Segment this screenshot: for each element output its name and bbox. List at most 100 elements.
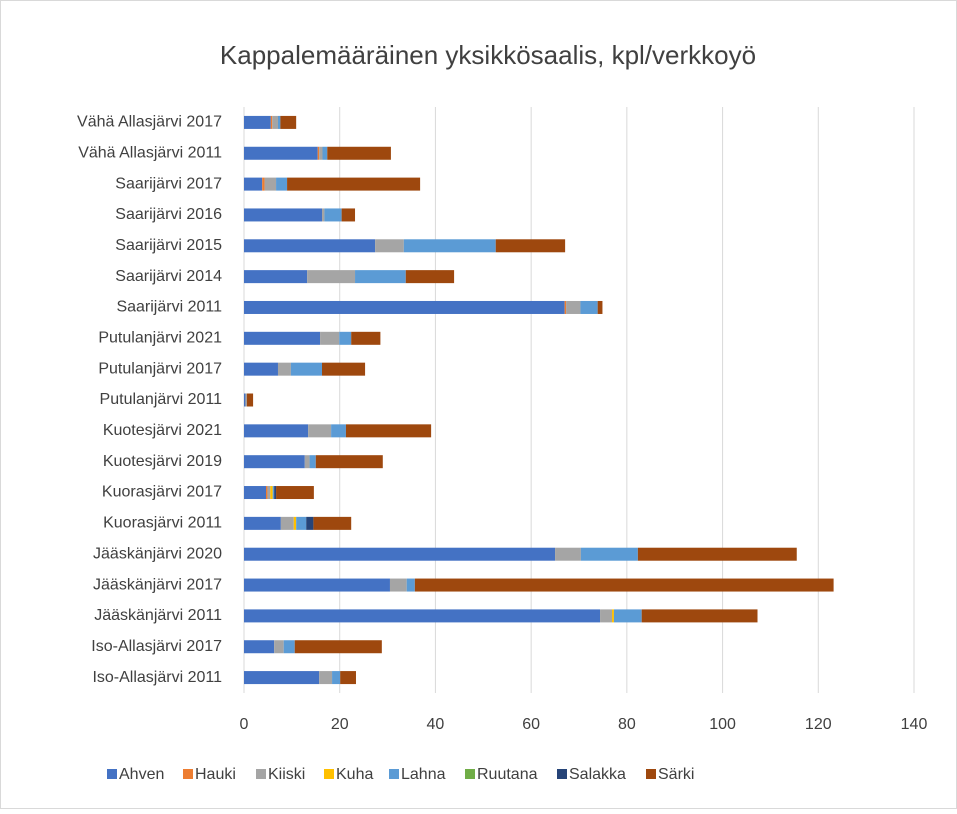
bar-segment: [405, 270, 455, 284]
bar-segment: [555, 547, 581, 561]
x-tick-label: 140: [901, 716, 928, 733]
bar-segment: [389, 578, 407, 592]
y-tick-label: Vähä Allasjärvi 2017: [77, 114, 222, 131]
bar-segment: [296, 516, 307, 530]
legend-swatch: [646, 769, 656, 779]
bar-segment: [641, 609, 758, 623]
bar-segment: [293, 516, 297, 530]
bar-segment: [262, 177, 265, 191]
bar-segment: [375, 239, 404, 253]
bar-segment: [245, 393, 247, 407]
bar-segment: [600, 609, 613, 623]
bar-segment: [566, 300, 581, 314]
bar-segment: [308, 424, 332, 438]
bar-segment: [244, 177, 263, 191]
y-tick-label: Saarijärvi 2014: [115, 268, 222, 285]
bar-segment: [304, 455, 310, 469]
bar-segment: [580, 300, 598, 314]
legend-label: Salakka: [569, 766, 626, 783]
bar-segment: [272, 486, 275, 500]
bar-segment: [244, 455, 305, 469]
x-tick-label: 120: [805, 716, 832, 733]
bar-segment: [580, 547, 638, 561]
bar-segment: [244, 393, 246, 407]
bar-segment: [274, 486, 277, 500]
bar-segment: [244, 300, 565, 314]
y-tick-label: Saarijärvi 2015: [115, 237, 222, 254]
bar-segment: [244, 578, 390, 592]
bar-segment: [339, 331, 352, 345]
bar-segment: [309, 455, 316, 469]
bar-segment: [287, 177, 421, 191]
bar-segment: [244, 146, 318, 160]
bar-segment: [612, 609, 614, 623]
bar-segment: [331, 424, 346, 438]
bar-segment: [495, 239, 566, 253]
bar-segment: [341, 208, 356, 222]
bar-segment: [244, 671, 320, 685]
y-tick-label: Jääskänjärvi 2017: [93, 576, 222, 593]
x-tick-label: 0: [240, 716, 249, 733]
bar-segment: [280, 115, 297, 129]
bar-segment: [244, 239, 376, 253]
bar-segment: [355, 270, 406, 284]
chart-title: Kappalemääräinen yksikkösaalis, kpl/verk…: [220, 40, 756, 70]
y-tick-label: Saarijärvi 2016: [115, 206, 222, 223]
bar-segment: [340, 671, 356, 685]
bar-segment: [244, 516, 281, 530]
bar-segment: [274, 640, 284, 654]
legend-swatch: [107, 769, 117, 779]
x-tick-label: 20: [331, 716, 349, 733]
bar-segment: [637, 547, 797, 561]
bar-segment: [322, 146, 328, 160]
bar-segment: [306, 516, 314, 530]
bar-segment: [294, 640, 382, 654]
bar-segment: [244, 362, 278, 376]
bar-segment: [283, 640, 295, 654]
bar-segment: [276, 486, 314, 500]
x-tick-label: 100: [709, 716, 736, 733]
bar-segment: [277, 115, 281, 129]
y-tick-label: Saarijärvi 2017: [115, 175, 222, 192]
bar-segment: [351, 331, 381, 345]
y-tick-label: Saarijärvi 2011: [116, 299, 222, 316]
legend-label: Kuha: [336, 766, 373, 783]
legend-swatch: [465, 769, 475, 779]
y-tick-label: Jääskänjärvi 2011: [94, 607, 222, 624]
bar-segment: [597, 300, 603, 314]
bar-segment: [322, 208, 325, 222]
bar-segment: [270, 486, 273, 500]
bar-segment: [244, 486, 267, 500]
bar-segment: [317, 146, 320, 160]
bar-segment: [244, 331, 321, 345]
bar-segment: [613, 609, 642, 623]
x-tick-label: 60: [522, 716, 540, 733]
bar-segment: [403, 239, 496, 253]
legend-label: Särki: [658, 766, 694, 783]
bar-segment: [345, 424, 432, 438]
legend-label: Ahven: [119, 766, 164, 783]
legend-label: Ruutana: [477, 766, 538, 783]
bar-segment: [246, 393, 254, 407]
bar-segment: [290, 362, 323, 376]
y-tick-label: Jääskänjärvi 2020: [93, 545, 222, 562]
legend-swatch: [389, 769, 399, 779]
bar-segment: [264, 177, 277, 191]
bar-segment: [244, 208, 323, 222]
bar-segment: [320, 331, 340, 345]
bar-segment: [313, 516, 352, 530]
y-tick-label: Iso-Allasjärvi 2011: [92, 669, 222, 686]
y-tick-label: Putulanjärvi 2021: [98, 330, 222, 347]
bar-segment: [244, 115, 271, 129]
legend-swatch: [557, 769, 567, 779]
x-tick-label: 80: [618, 716, 636, 733]
bar-segment: [564, 300, 567, 314]
bar-segment: [277, 362, 291, 376]
y-tick-label: Kuotesjärvi 2019: [103, 453, 222, 470]
bar-segment: [244, 640, 275, 654]
bar-segment: [276, 177, 288, 191]
bar-segment: [307, 270, 356, 284]
bar-segment: [414, 578, 834, 592]
